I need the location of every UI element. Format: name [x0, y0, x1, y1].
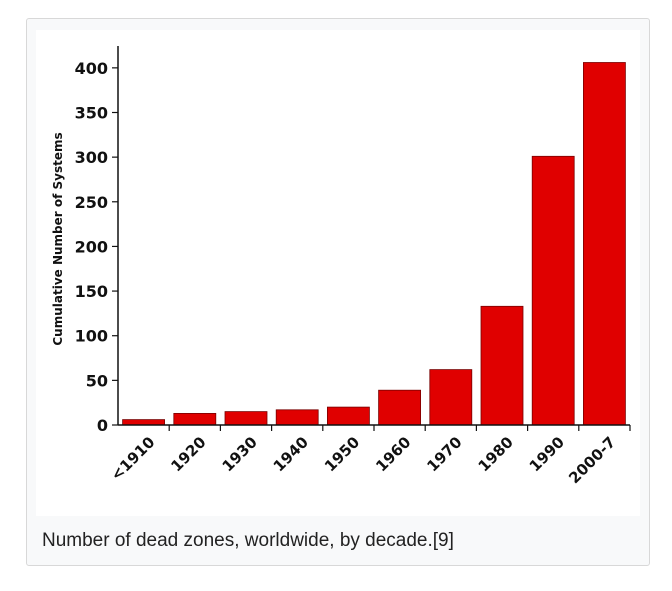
bar-1940: [275, 409, 319, 426]
bar-1920: [173, 412, 217, 426]
bar-group: [122, 62, 626, 426]
bar-1990: [531, 155, 575, 426]
bar-2000-7: [583, 62, 626, 426]
y-tick-label: 100: [75, 327, 108, 346]
x-tick-label: 1950: [321, 433, 363, 475]
bar-1910: [122, 419, 165, 426]
x-tick-label: 1980: [475, 433, 517, 475]
x-tick-label: 1920: [167, 433, 209, 475]
bar-1980: [480, 305, 524, 426]
bar-1930: [224, 411, 268, 426]
x-tick-group: <1910 1920 1930 1940 1950 1960 1970 1980 1990200…: [107, 425, 631, 487]
x-tick-label: <1910: [107, 433, 158, 484]
x-tick-label: 1940: [270, 433, 312, 475]
y-tick-label: 400: [75, 59, 108, 78]
y-tick-label: 150: [75, 282, 108, 301]
y-axis-label: Cumulative Number of Systems: [51, 132, 65, 345]
y-tick-label: 0: [97, 416, 108, 435]
y-tick-label: 300: [75, 148, 108, 167]
bar-1970: [429, 369, 473, 426]
y-tick-label: 350: [75, 104, 108, 123]
bar-1960: [378, 389, 422, 426]
x-tick-label: 2000-7: [565, 433, 619, 487]
y-tick-label: 50: [86, 371, 108, 390]
y-tick-label: 200: [75, 237, 108, 256]
x-tick-label: 1960: [372, 433, 414, 475]
x-tick-label: 1990: [526, 433, 568, 475]
figure-caption: Number of dead zones, worldwide, by deca…: [42, 530, 454, 551]
bar-1950: [326, 406, 370, 426]
x-tick-label: 1930: [219, 433, 261, 475]
y-tick-group: 0 50 100 150 200 250 300 350 400: [75, 59, 118, 435]
y-tick-label: 250: [75, 193, 108, 212]
x-tick-label: 1970: [423, 433, 465, 475]
